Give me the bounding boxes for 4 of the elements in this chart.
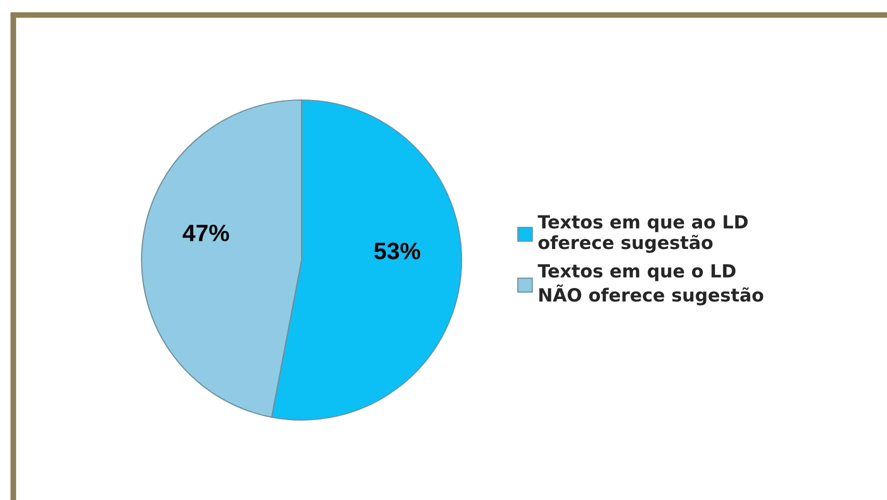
legend-label: Textos em que ao LD oferece sugestão [538, 215, 748, 253]
data-label: 53% [374, 242, 420, 260]
data-label: 47% [182, 224, 230, 242]
legend-label: Textos em que o LD NÃO oferece sugestão [538, 264, 764, 306]
